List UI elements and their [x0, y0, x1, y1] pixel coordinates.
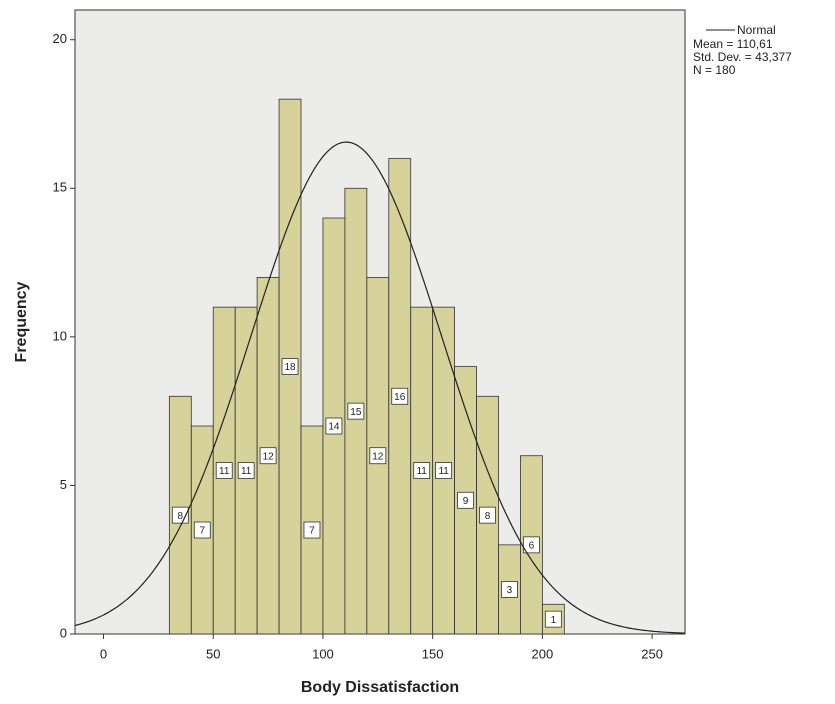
stat-label: N = 180	[693, 63, 736, 77]
value-label: 8	[178, 511, 184, 522]
value-label: 11	[438, 466, 449, 477]
y-axis-title: Frequency	[13, 281, 30, 362]
y-tick-label: 0	[60, 625, 67, 640]
page: Body Dissatisfaction Frequency Normal 0 5…	[0, 0, 835, 704]
x-tick-label: 50	[206, 646, 220, 661]
y-tick-label: 20	[53, 31, 67, 46]
legend-label: Normal	[737, 23, 776, 37]
value-label: 8	[485, 511, 491, 522]
value-label: 12	[372, 451, 384, 462]
value-label: 11	[241, 466, 252, 477]
stat-label: Std. Dev. = 43,377	[693, 50, 792, 64]
value-label: 7	[199, 526, 205, 537]
y-tick-label: 10	[53, 328, 67, 343]
y-tick-label: 15	[53, 180, 67, 195]
value-label: 7	[309, 526, 315, 537]
value-label: 6	[529, 540, 535, 551]
x-axis-title: Body Dissatisfaction	[301, 679, 459, 696]
value-label: 16	[394, 392, 406, 403]
x-tick-label: 200	[532, 646, 554, 661]
value-label: 11	[219, 466, 230, 477]
value-label: 15	[350, 407, 362, 418]
x-tick-label: 150	[422, 646, 444, 661]
x-tick-label: 100	[312, 646, 334, 661]
y-tick-label: 5	[60, 477, 67, 492]
value-label: 12	[263, 451, 275, 462]
value-label: 11	[416, 466, 427, 477]
x-tick-label: 250	[641, 646, 663, 661]
value-label: 1	[551, 615, 557, 626]
value-label: 9	[463, 496, 469, 507]
chart: Body Dissatisfaction Frequency Normal 0 5…	[0, 0, 835, 704]
value-label: 18	[284, 362, 296, 373]
value-label: 14	[328, 422, 340, 433]
x-tick-label: 0	[100, 646, 107, 661]
stat-label: Mean = 110,61	[693, 37, 773, 51]
value-label: 3	[507, 585, 513, 596]
